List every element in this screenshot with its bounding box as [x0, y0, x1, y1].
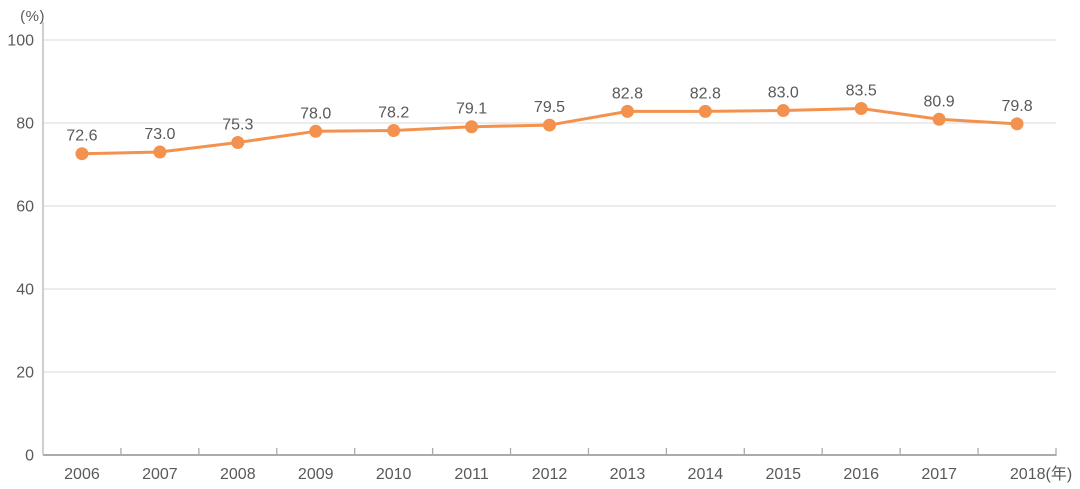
data-point-marker — [309, 124, 323, 138]
data-point-label: 83.5 — [846, 82, 877, 99]
y-tick-label: 60 — [16, 199, 34, 216]
x-tick-label: 2010 — [376, 466, 412, 483]
data-point-label: 73.0 — [144, 126, 175, 143]
data-point-label: 75.3 — [222, 117, 253, 134]
y-tick-label: 80 — [16, 116, 34, 133]
data-point-marker — [854, 101, 868, 115]
x-tick-label: 2006 — [64, 466, 100, 483]
x-tick-label: 2013 — [610, 466, 646, 483]
x-tick-label: 2015 — [765, 466, 801, 483]
data-point-label: 78.2 — [378, 104, 409, 121]
y-tick-label: 20 — [16, 365, 34, 382]
x-tick-label: 2017 — [921, 466, 957, 483]
data-point-marker — [465, 120, 479, 134]
data-point-label: 83.0 — [768, 85, 799, 102]
data-point-label: 79.5 — [534, 99, 565, 116]
x-tick-label: 2018(年) — [1010, 465, 1072, 483]
data-point-marker — [543, 118, 556, 132]
data-point-label: 80.9 — [924, 93, 955, 110]
x-tick-label: 2011 — [454, 466, 489, 483]
data-point-marker — [231, 136, 245, 150]
x-tick-label: 2008 — [220, 466, 256, 483]
data-point-marker — [75, 147, 89, 161]
data-point-label: 72.6 — [66, 128, 97, 145]
x-tick-label: 2009 — [298, 466, 334, 483]
data-point-label: 79.1 — [456, 101, 487, 118]
y-axis-unit-label: (%) — [20, 8, 45, 25]
data-point-marker — [698, 104, 712, 118]
y-tick-label: 40 — [16, 282, 34, 299]
data-point-marker — [153, 145, 167, 159]
y-tick-label: 0 — [25, 448, 34, 465]
data-point-marker — [387, 123, 401, 137]
data-point-label: 79.8 — [1001, 98, 1032, 115]
x-tick-label: 2016 — [843, 466, 879, 483]
data-point-label: 82.8 — [612, 85, 643, 102]
data-point-marker — [932, 112, 946, 126]
data-point-label: 78.0 — [300, 105, 331, 122]
x-tick-label: 2007 — [142, 466, 178, 483]
x-tick-label: 2012 — [532, 466, 568, 483]
x-tick-label: 2014 — [688, 466, 724, 483]
y-tick-label: 100 — [7, 33, 34, 50]
data-point-marker — [620, 104, 634, 118]
data-point-marker — [776, 104, 790, 118]
data-point-label: 82.8 — [690, 85, 721, 102]
data-point-marker — [1010, 117, 1024, 131]
